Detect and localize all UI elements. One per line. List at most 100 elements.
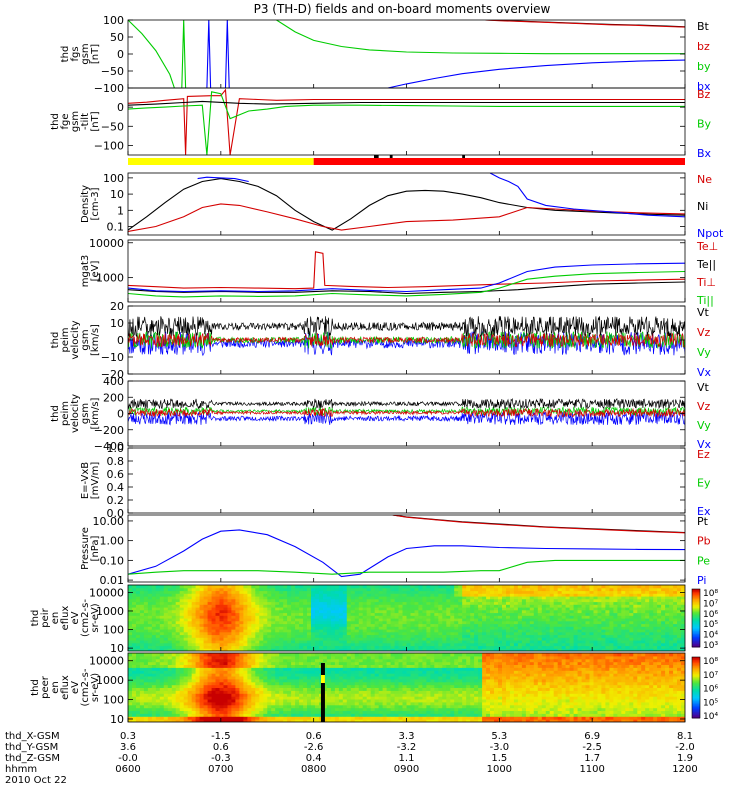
electron_spectrogram-cell: [291, 710, 296, 714]
ion_spectrogram-cell: [299, 642, 304, 647]
electron_spectrogram-cell: [307, 678, 312, 683]
ion_spectrogram-cell: [502, 637, 507, 641]
ion_spectrogram-cell: [537, 623, 543, 627]
ion_spectrogram-cell: [291, 618, 296, 622]
electron_spectrogram-cell: [163, 696, 169, 700]
electron_spectrogram-cell: [163, 661, 169, 665]
ion_spectrogram-cell: [219, 609, 225, 614]
ion_spectrogram-cell: [287, 637, 292, 641]
ion_spectrogram-cell: [430, 604, 435, 608]
ion_spectrogram-cell: [251, 601, 256, 605]
electron_spectrogram-cell: [179, 655, 185, 660]
ion_spectrogram-cell: [454, 626, 459, 630]
ion_spectrogram-cell: [307, 607, 312, 611]
ion_spectrogram-cell: [474, 587, 479, 592]
electron_spectrogram-cell: [315, 655, 320, 660]
electron_spectrogram-cell: [159, 676, 165, 680]
ion_spectrogram-cell: [151, 626, 157, 630]
ion_spectrogram-cell: [494, 631, 499, 636]
ion_spectrogram-cell: [573, 618, 579, 622]
ion_spectrogram-cell: [187, 618, 193, 622]
electron_spectrogram-cell: [271, 690, 276, 694]
electron_spectrogram-cell: [195, 710, 201, 714]
ion_spectrogram-cell: [382, 585, 388, 589]
ion_spectrogram-cell: [637, 648, 642, 651]
electron_spectrogram-cell: [338, 710, 344, 714]
ion_spectrogram-cell: [382, 645, 388, 649]
electron_spectrogram-cell: [207, 713, 213, 717]
ion_spectrogram-cell: [406, 612, 412, 616]
electron_spectrogram-cell: [283, 707, 288, 711]
ion_spectrogram-cell: [645, 604, 650, 608]
ion_spectrogram-cell: [677, 634, 682, 638]
electron_spectrogram-cell: [219, 687, 225, 691]
ion_spectrogram-cell: [128, 612, 133, 616]
ion_spectrogram-cell: [494, 634, 499, 638]
ion_spectrogram-cell: [577, 618, 583, 622]
ion_spectrogram-cell: [155, 637, 161, 641]
ion_spectrogram-cell: [235, 612, 240, 616]
ion_spectrogram-cell: [438, 604, 443, 608]
ion_spectrogram-cell: [406, 607, 412, 611]
ion_spectrogram-cell: [374, 629, 380, 633]
electron_spectrogram-cell: [330, 713, 336, 717]
ion_spectrogram-cell: [215, 645, 221, 649]
ion_spectrogram-cell: [354, 590, 360, 594]
ion_spectrogram-cell: [478, 626, 483, 630]
electron_spectrogram-cell: [315, 676, 320, 680]
ion_spectrogram-cell: [243, 645, 248, 649]
electron_spectrogram-cell: [143, 690, 149, 694]
y-axis-label: gsm: [80, 403, 91, 424]
ion_spectrogram-cell: [311, 607, 316, 611]
colorbar-swatch: [692, 603, 700, 606]
legend-entry: Te⊥: [696, 240, 718, 253]
ion_spectrogram-cell: [513, 590, 519, 594]
ion_spectrogram-cell: [330, 593, 336, 597]
ion_spectrogram-cell: [426, 648, 431, 651]
ion_spectrogram-cell: [438, 634, 443, 638]
ion_spectrogram-cell: [319, 607, 324, 611]
ion_spectrogram-cell: [577, 645, 583, 649]
ion_spectrogram-cell: [334, 648, 340, 651]
ion_spectrogram-cell: [653, 629, 658, 633]
electron_spectrogram-cell: [338, 690, 344, 694]
legend-entry: Vt: [697, 381, 710, 394]
ion_spectrogram-cell: [330, 598, 336, 603]
ion_spectrogram-cell: [589, 607, 595, 611]
ion_spectrogram-cell: [151, 623, 157, 627]
electron_spectrogram-cell: [287, 673, 292, 677]
ion_spectrogram-cell: [271, 590, 276, 594]
ion_spectrogram-cell: [565, 645, 571, 649]
ion_spectrogram-cell: [561, 598, 567, 603]
ion_spectrogram-cell: [509, 587, 515, 592]
ion_spectrogram-cell: [219, 623, 225, 627]
ion_spectrogram-cell: [132, 587, 137, 592]
ion_spectrogram-cell: [681, 626, 685, 630]
electron_spectrogram-cell: [143, 701, 149, 706]
electron_spectrogram-cell: [275, 719, 280, 722]
ion_spectrogram-cell: [338, 615, 344, 619]
electron_spectrogram-cell: [183, 693, 189, 697]
ion_spectrogram-cell: [406, 629, 412, 633]
ion_spectrogram-cell: [669, 598, 674, 603]
ion_spectrogram-cell: [450, 590, 455, 594]
ion_spectrogram-cell: [521, 637, 527, 641]
ion_spectrogram-cell: [183, 590, 189, 594]
ion_spectrogram-cell: [529, 637, 535, 641]
ion_spectrogram-cell: [330, 618, 336, 622]
ion_spectrogram-cell: [418, 640, 423, 644]
ion_spectrogram-cell: [323, 631, 328, 636]
ion_spectrogram-cell: [255, 637, 260, 641]
ion_spectrogram-cell: [386, 629, 392, 633]
ion_spectrogram-cell: [458, 631, 463, 636]
electron_spectrogram-cell: [207, 696, 213, 700]
electron_spectrogram-cell: [199, 667, 205, 671]
ion_spectrogram-cell: [128, 615, 133, 619]
ion_spectrogram-cell: [251, 648, 256, 651]
ion_spectrogram-cell: [295, 618, 300, 622]
ion_spectrogram-cell: [183, 626, 189, 630]
ion_spectrogram-cell: [295, 615, 300, 619]
ion_spectrogram-cell: [565, 626, 571, 630]
ion_spectrogram-cell: [167, 642, 173, 647]
ion_spectrogram-cell: [621, 618, 626, 622]
